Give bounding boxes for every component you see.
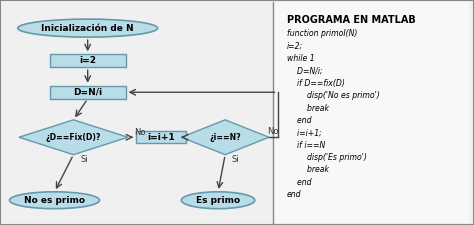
Ellipse shape — [9, 192, 100, 209]
Text: i=i+1: i=i+1 — [147, 133, 175, 142]
Text: i=2: i=2 — [79, 56, 96, 65]
Text: No es primo: No es primo — [24, 196, 85, 205]
Polygon shape — [19, 120, 128, 155]
Text: end: end — [287, 178, 311, 187]
Text: D=N/i;: D=N/i; — [287, 66, 322, 75]
Text: break: break — [287, 165, 329, 174]
Text: i=i+1;: i=i+1; — [287, 128, 321, 137]
Bar — [273, 2, 469, 223]
Text: disp('Es primo'): disp('Es primo') — [287, 153, 367, 162]
FancyBboxPatch shape — [137, 131, 186, 144]
Text: Si: Si — [80, 155, 88, 164]
Text: Si: Si — [232, 155, 239, 164]
Text: ¿i==N?: ¿i==N? — [210, 133, 241, 142]
Text: ¿D==Fix(D)?: ¿D==Fix(D)? — [46, 133, 101, 142]
Text: function primoI(N): function primoI(N) — [287, 29, 357, 38]
Text: PROGRAMA EN MATLAB: PROGRAMA EN MATLAB — [287, 15, 416, 25]
Text: disp('No es primo'): disp('No es primo') — [287, 91, 380, 100]
Polygon shape — [181, 120, 269, 155]
Text: No: No — [134, 128, 146, 137]
Text: Es primo: Es primo — [196, 196, 240, 205]
Text: end: end — [287, 116, 311, 125]
Ellipse shape — [181, 192, 255, 209]
FancyBboxPatch shape — [50, 86, 126, 99]
Text: D=N/i: D=N/i — [73, 88, 102, 97]
Text: end: end — [287, 190, 301, 199]
Text: if D==fix(D): if D==fix(D) — [287, 79, 345, 88]
FancyBboxPatch shape — [50, 54, 126, 67]
Text: while 1: while 1 — [287, 54, 314, 63]
Text: i=2;: i=2; — [287, 42, 303, 51]
Text: Inicialización de N: Inicialización de N — [41, 24, 134, 33]
Ellipse shape — [18, 19, 157, 37]
Text: break: break — [287, 104, 329, 112]
Text: No: No — [267, 127, 279, 136]
Text: if i==N: if i==N — [287, 141, 325, 150]
